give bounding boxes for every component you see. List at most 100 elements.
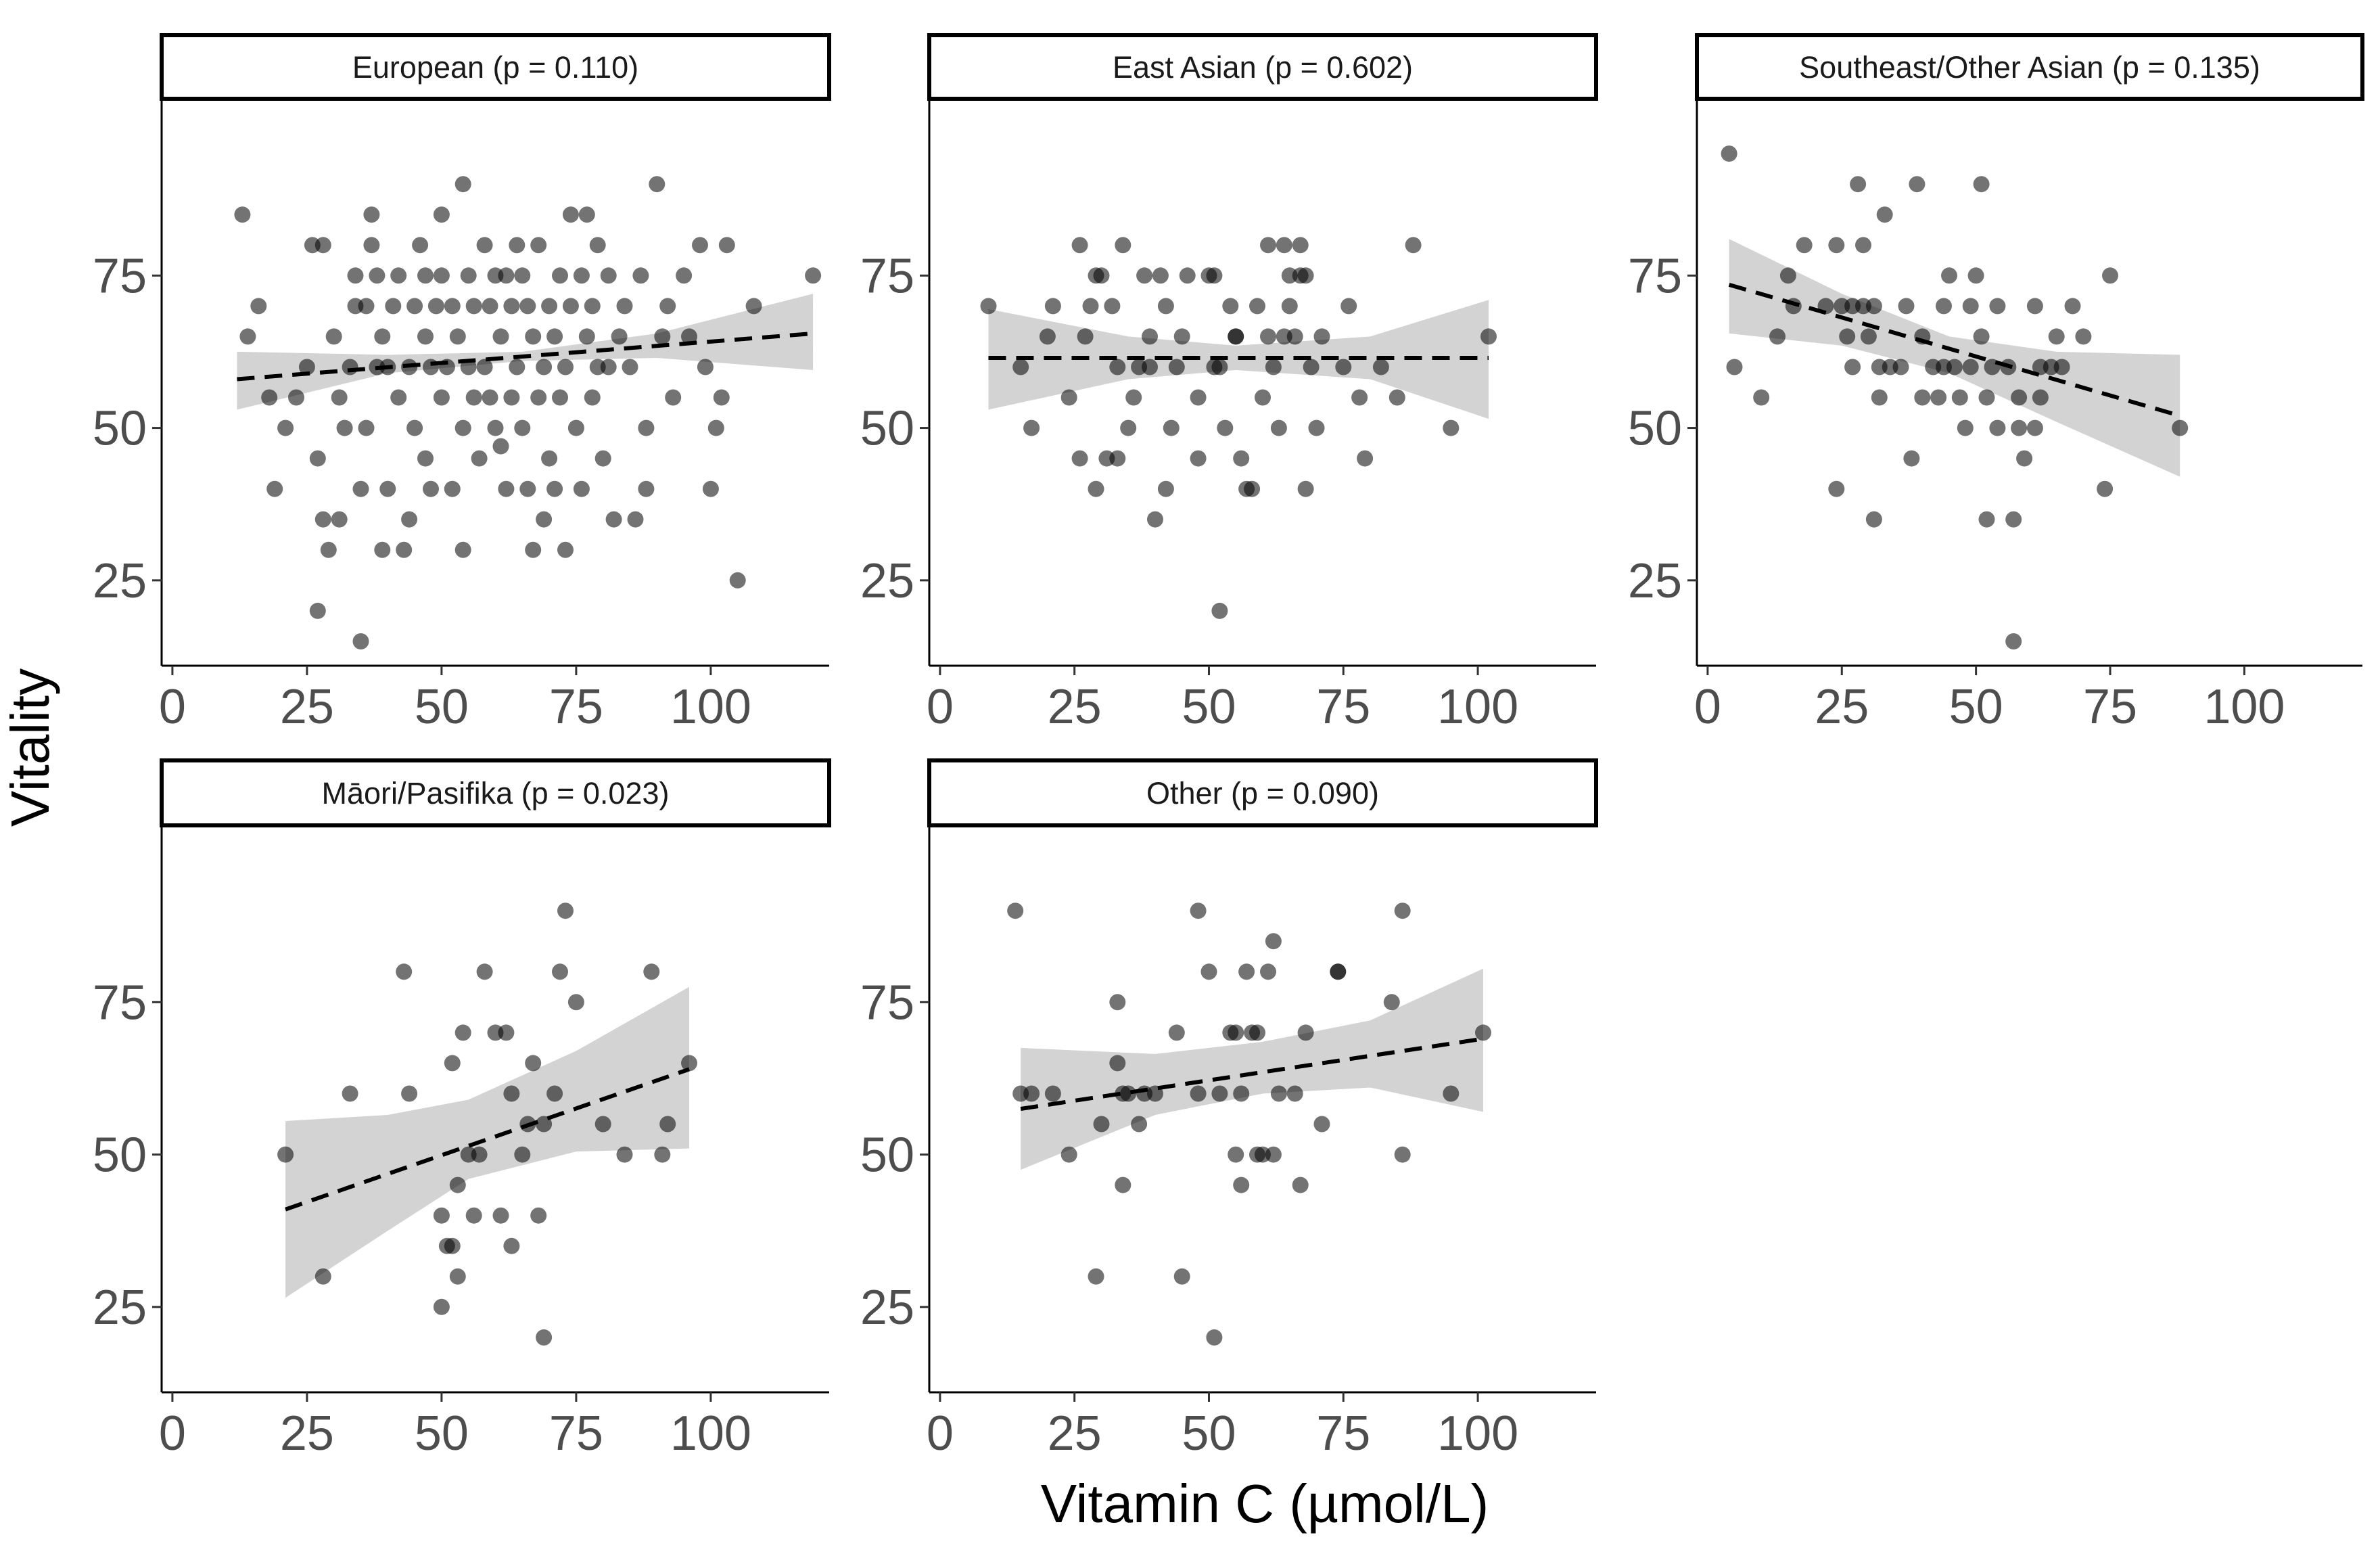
panel-maori-pasifika: Māori/Pasifika (p = 0.023) 25 50 75 0 25 50 75 1… (93, 758, 831, 1461)
data-point (1270, 1085, 1287, 1102)
data-point (557, 359, 574, 375)
data-point (622, 359, 638, 375)
data-point (1211, 359, 1228, 375)
data-point (1796, 237, 1813, 254)
data-point (2026, 419, 2043, 436)
data-point (406, 298, 423, 315)
data-point (374, 328, 391, 345)
data-point (649, 176, 666, 193)
data-point (1443, 1085, 1460, 1102)
data-point (1265, 933, 1282, 950)
data-point (1071, 237, 1088, 254)
data-point (1249, 1024, 1265, 1041)
data-point (1206, 1329, 1223, 1346)
data-point (562, 298, 579, 315)
data-point (309, 450, 326, 467)
data-point (702, 480, 719, 497)
data-point (519, 298, 536, 315)
data-point (1281, 298, 1298, 315)
data-point (1930, 389, 1947, 406)
data-point (1023, 1085, 1040, 1102)
data-point (1978, 511, 1995, 528)
x-tick-label: 100 (2203, 680, 2285, 734)
data-point (552, 389, 568, 406)
data-point (530, 1207, 547, 1224)
data-point (659, 1116, 676, 1133)
data-point (449, 328, 466, 345)
data-point (1936, 298, 1952, 315)
data-point (427, 298, 444, 315)
data-point (1190, 902, 1207, 919)
data-point (1973, 328, 1990, 345)
confidence-band (1021, 968, 1483, 1170)
data-point (616, 298, 633, 315)
panel-strip-label: Southeast/Other Asian (p = 0.135) (1799, 50, 2260, 85)
data-point (1753, 389, 1770, 406)
data-point (1163, 419, 1180, 436)
data-point (654, 328, 671, 345)
data-point (1190, 450, 1207, 467)
data-point (729, 572, 746, 589)
data-point (2172, 419, 2189, 436)
data-point (433, 1207, 450, 1224)
data-point (2016, 450, 2033, 467)
data-point (471, 1146, 488, 1163)
data-point (1946, 359, 1963, 375)
data-point (465, 1207, 482, 1224)
data-point (412, 237, 429, 254)
data-point (401, 511, 418, 528)
data-point (1973, 176, 1990, 193)
data-point (1200, 963, 1217, 980)
data-point (1233, 1085, 1250, 1102)
data-point (805, 267, 822, 284)
data-point (1142, 359, 1158, 375)
data-point (1255, 389, 1271, 406)
data-point (627, 511, 644, 528)
data-point (320, 541, 337, 558)
data-point (1157, 480, 1174, 497)
data-point (552, 963, 568, 980)
data-point (1265, 1146, 1282, 1163)
data-point (1120, 1085, 1137, 1102)
data-point (363, 237, 380, 254)
data-point (503, 1237, 520, 1254)
data-point (363, 206, 380, 223)
data-point (471, 450, 488, 467)
data-point (449, 1268, 466, 1285)
data-point (1104, 298, 1121, 315)
data-point (476, 237, 493, 254)
data-point (1238, 963, 1255, 980)
data-point (1286, 328, 1303, 345)
data-point (718, 237, 735, 254)
x-tick-label: 100 (670, 1407, 751, 1461)
data-point (1168, 1024, 1185, 1041)
data-point (1989, 298, 2006, 315)
panel-strip-label: European (p = 0.110) (352, 50, 638, 85)
panel-strip-label: Other (p = 0.090) (1146, 776, 1379, 810)
data-point (514, 419, 531, 436)
data-point (358, 419, 375, 436)
data-point (611, 328, 628, 345)
y-tick-label: 25 (93, 1281, 147, 1335)
data-point (1962, 359, 1979, 375)
data-point (417, 328, 434, 345)
data-point (1131, 1116, 1148, 1133)
data-point (1978, 389, 1995, 406)
panel-strip-box (927, 758, 1598, 827)
data-point (2005, 633, 2022, 649)
data-point (1721, 145, 1737, 162)
x-tick-label: 50 (1182, 680, 1236, 734)
data-point (525, 328, 542, 345)
data-point (1260, 963, 1276, 980)
y-tick-label: 75 (860, 249, 914, 303)
data-point (433, 389, 450, 406)
data-point (643, 963, 660, 980)
data-point (1914, 389, 1931, 406)
data-point (288, 389, 304, 406)
data-point (1828, 480, 1845, 497)
x-tick-label: 25 (1815, 680, 1869, 734)
panel-strip-box (927, 33, 1598, 101)
data-point (1297, 480, 1314, 497)
data-point (1039, 328, 1056, 345)
data-point (1023, 419, 1040, 436)
